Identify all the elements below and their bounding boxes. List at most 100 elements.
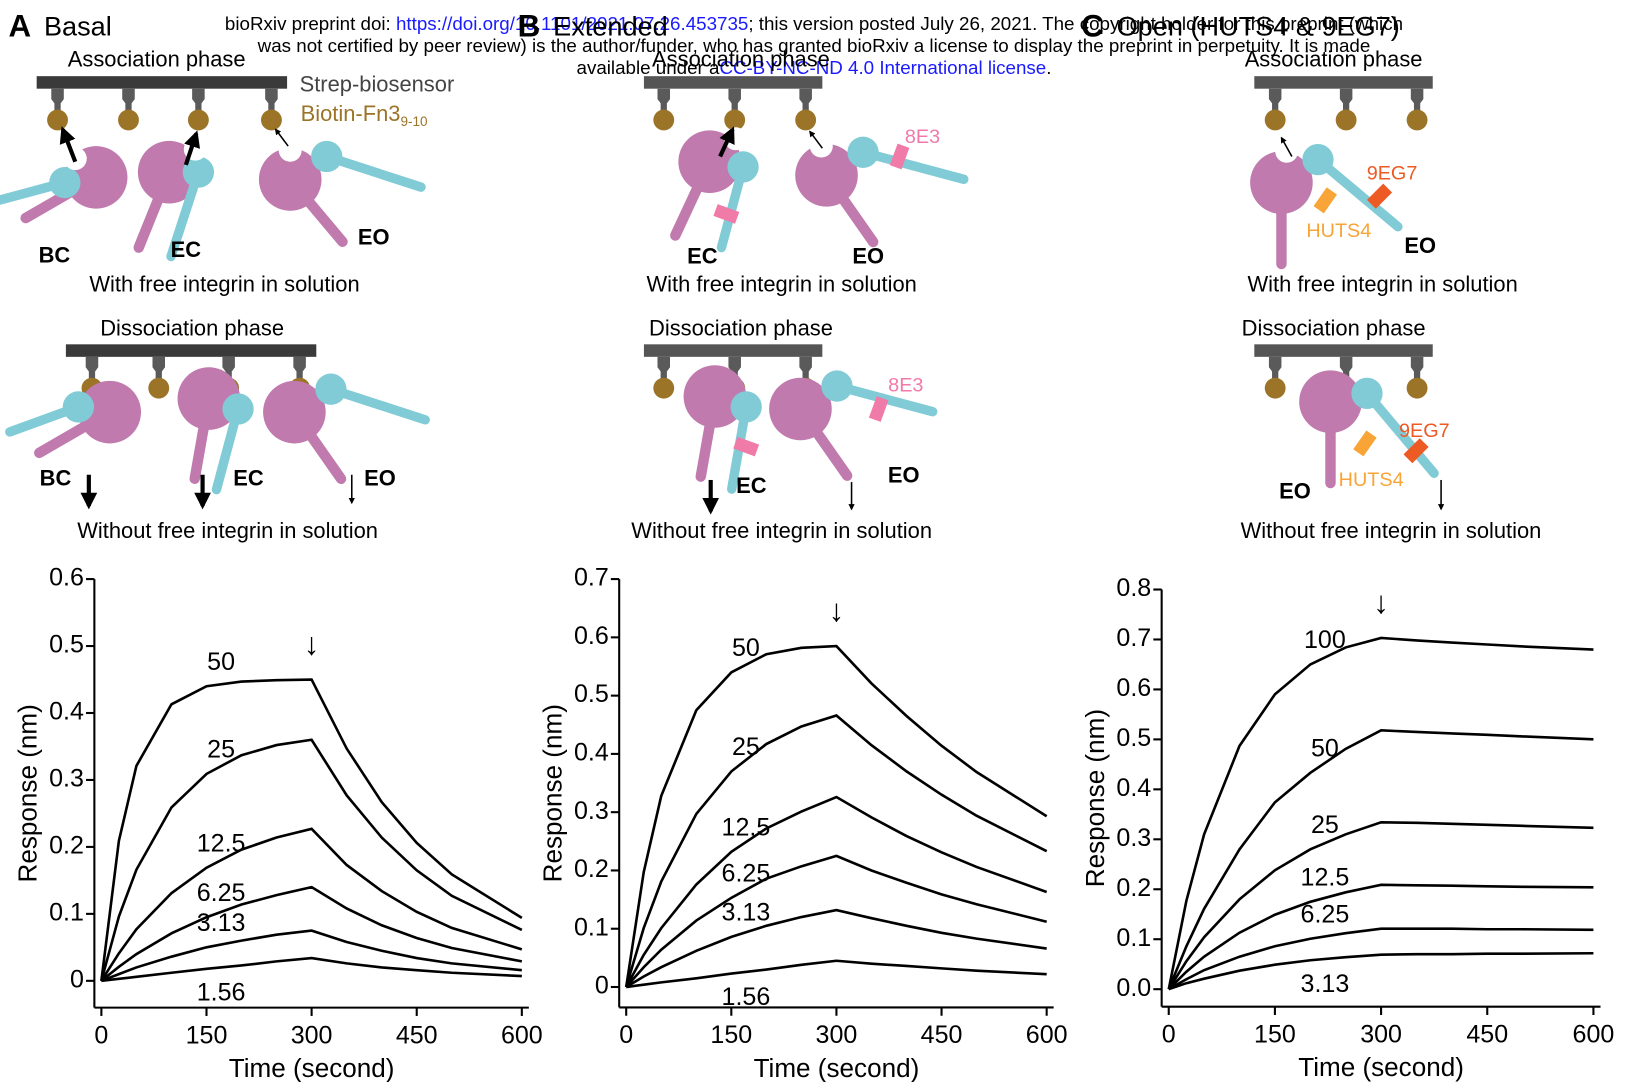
biotin-fn3 [724,109,746,131]
series-label: 6.25 [722,859,771,887]
antibody [1353,430,1377,457]
y-axis-title: Response (nm) [537,704,567,882]
notice-text: . [1046,57,1051,78]
antibody [713,204,740,224]
integrin-leg [211,404,243,495]
integrin-leg [1362,388,1439,478]
alpha-head [258,148,322,211]
fit-curve [100,738,523,982]
y-tick-label: 0.4 [49,698,84,726]
x-tick-label: 600 [1026,1021,1068,1049]
y-tick-label: 0.6 [1116,674,1151,702]
arrow [274,128,289,147]
y-tick-label: 0.3 [1116,824,1151,852]
biotin-fn3 [1406,109,1428,131]
x-tick-label: 450 [396,1021,438,1049]
biotin-fn3 [1264,377,1286,399]
conformation-label: EC [736,473,767,498]
x-axis-title: Time (second) [754,1053,920,1082]
conformation-label: EO [1279,478,1311,503]
conformation-label: EC [687,243,718,268]
condition-label: With free integrin in solution [1247,272,1517,297]
series-label: 100 [1304,626,1346,654]
series-label: 1.56 [722,983,771,1011]
biotin-fn3 [653,377,675,399]
y-axis-title: Response (nm) [1080,709,1110,887]
streptavidin [657,88,671,112]
alpha-head [769,377,832,441]
x-tick-label: 450 [1466,1020,1508,1048]
condition-label: Without free integrin in solution [631,518,932,543]
condition-label: With free integrin in solution [646,272,916,297]
y-tick-label: 0.5 [49,631,84,659]
series-label: 12.5 [1301,863,1350,891]
antibody [889,143,910,170]
series-label: 25 [207,736,235,764]
injection-arrow: ↓ [829,593,845,628]
panel-title: Open (HUTS4 & 9EG7) [1117,10,1400,41]
fit-curve [1168,951,1594,991]
streptavidin [1339,88,1353,112]
panel-title: Extended [553,10,668,41]
x-tick-label: 600 [1573,1020,1615,1048]
y-tick-label: 0.6 [574,622,609,650]
notice-link[interactable]: https://doi.org/10.1101/2021.07.26.45373… [396,13,748,34]
streptavidin [293,356,306,380]
x-axis-title: Time (second) [1298,1052,1464,1082]
y-tick-label: 0.2 [574,855,609,883]
biotin-fn3 [118,109,139,131]
antibody-label: HUTS4 [1339,469,1404,491]
x-tick-label: 150 [1254,1020,1296,1048]
preprint-notice: bioRxiv preprint doi: https://doi.org/10… [225,13,1403,34]
notice-text: bioRxiv preprint doi: [225,13,396,34]
series-label: 3.13 [197,909,246,937]
biotin-fn3 [653,109,675,131]
fit-curve [624,713,1048,988]
biosensor [643,344,823,357]
x-axis-title: Time (second) [229,1053,395,1082]
antibody [1403,438,1429,464]
streptavidin [1410,356,1424,380]
series-label: 6.25 [1301,900,1350,928]
alpha-head [78,380,142,444]
panel-label: C [1081,8,1104,43]
alpha-head [795,143,858,207]
y-tick-label: 0.0 [1116,974,1151,1002]
integrin-leg [1313,154,1403,232]
series-label: 1.56 [197,978,246,1006]
antibody [1313,187,1337,214]
notice-text: was not certified by peer review) is the… [257,35,1371,56]
fit-curve [1167,636,1594,990]
x-tick-label: 0 [619,1021,633,1049]
series-label: 50 [207,648,235,676]
x-tick-label: 300 [816,1021,858,1049]
series-label: 25 [1311,811,1339,839]
notice-link[interactable]: CC-BY-NC-ND 4.0 International license [719,57,1046,78]
streptavidin [152,356,166,380]
x-tick-label: 150 [710,1021,752,1049]
fit-curve [625,854,1047,988]
conformation-label: BC [40,466,72,491]
antibody-label: 8E3 [905,126,940,148]
panel-title: Basal [44,10,112,41]
arrow [59,126,78,163]
x-tick-label: 0 [1162,1020,1176,1048]
preprint-notice: was not certified by peer review) is the… [257,35,1371,56]
streptavidin [85,356,99,380]
injection-arrow: ↓ [304,626,320,661]
integrin-leg [166,167,204,262]
biosensor [65,344,317,357]
y-tick-label: 0 [70,965,84,993]
fit-curve [1167,883,1594,991]
antibody-label: 9EG7 [1367,162,1418,184]
alpha-head [1250,151,1313,214]
biotin-fn3 [1335,109,1357,131]
preprint-notice: available under aCC-BY-NC-ND 4.0 Interna… [577,57,1052,78]
integrin-leg [322,151,426,192]
y-tick-label: 0.3 [574,797,609,825]
alpha-head [683,365,747,428]
conformation-label: BC [39,242,71,267]
conformation-label: EO [364,466,396,491]
x-tick-label: 300 [1360,1020,1402,1048]
